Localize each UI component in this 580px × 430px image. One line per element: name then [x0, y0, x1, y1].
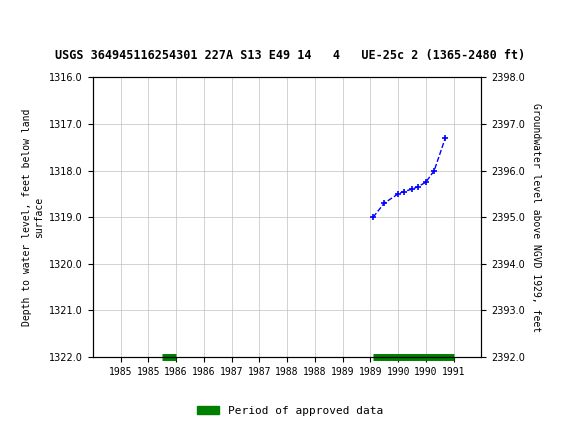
Y-axis label: Groundwater level above NGVD 1929, feet: Groundwater level above NGVD 1929, feet: [531, 103, 541, 332]
Legend: Period of approved data: Period of approved data: [193, 401, 387, 420]
Text: ▒USGS: ▒USGS: [6, 13, 72, 39]
Text: USGS 364945116254301 227A S13 E49 14   4   UE-25c 2 (1365-2480 ft): USGS 364945116254301 227A S13 E49 14 4 U…: [55, 49, 525, 62]
Y-axis label: Depth to water level, feet below land
surface: Depth to water level, feet below land su…: [22, 108, 44, 326]
